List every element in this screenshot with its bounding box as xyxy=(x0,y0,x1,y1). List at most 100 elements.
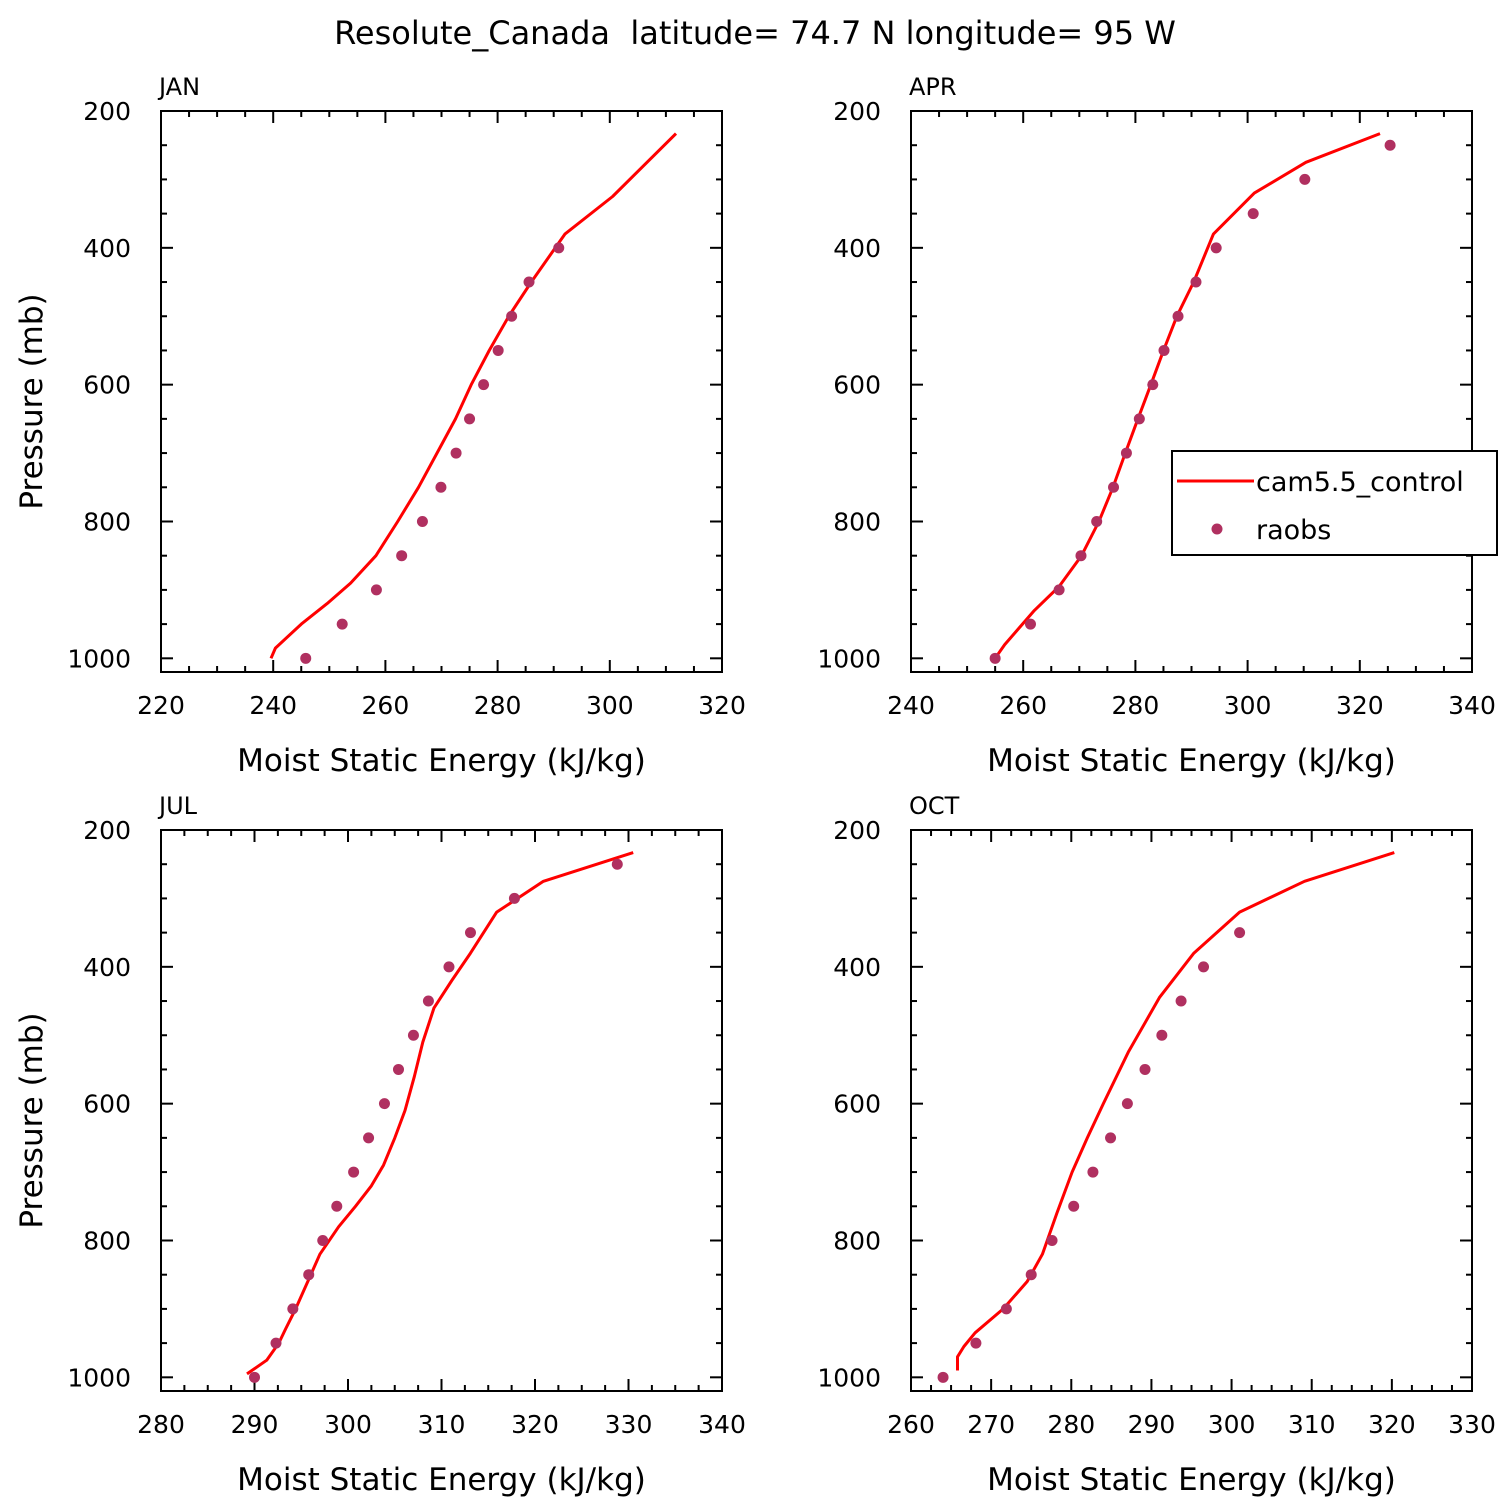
model-line xyxy=(269,132,678,659)
panel-label: APR xyxy=(909,73,957,101)
plot-frame xyxy=(910,110,1473,673)
x-tick-label: 310 xyxy=(1288,1410,1336,1439)
raobs-point xyxy=(416,515,428,527)
raobs-point xyxy=(1156,1029,1168,1041)
y-axis-title: Pressure (mb) xyxy=(14,1012,50,1228)
x-tick-label: 330 xyxy=(605,1410,653,1439)
y-tick-label: 400 xyxy=(83,234,131,263)
y-tick-label: 600 xyxy=(833,1090,881,1119)
raobs-point xyxy=(1000,1303,1012,1315)
raobs-point xyxy=(336,618,348,630)
panel-apr: APR 240 260 280 300 320 340 200 400 600 800 1000 Moi… xyxy=(817,73,1495,779)
legend-marker-swatch xyxy=(1211,523,1223,535)
x-tick-label: 260 xyxy=(362,691,410,720)
x-tick-label: 300 xyxy=(1224,691,1272,720)
raobs-point xyxy=(317,1234,329,1246)
raobs-point xyxy=(392,1063,404,1075)
y-tick-label: 600 xyxy=(833,371,881,400)
raobs-point xyxy=(1384,139,1396,151)
raobs-point xyxy=(1175,995,1187,1007)
x-axis-title: Moist Static Energy (kJ/kg) xyxy=(987,743,1396,779)
raobs-point xyxy=(1234,927,1246,939)
raobs-point xyxy=(1172,310,1184,322)
x-tick-label: 320 xyxy=(1336,691,1384,720)
x-tick-label: 280 xyxy=(1047,1410,1095,1439)
legend-label-raobs: raobs xyxy=(1256,515,1331,546)
raobs-point xyxy=(363,1132,375,1144)
x-tick-label: 320 xyxy=(511,1410,559,1439)
plot-frame xyxy=(160,829,723,1392)
raobs-point xyxy=(1158,344,1170,356)
raobs-point xyxy=(1139,1063,1151,1075)
x-tick-label: 260 xyxy=(887,1410,935,1439)
y-tick-label: 800 xyxy=(833,1226,881,1255)
raobs-point xyxy=(1091,515,1103,527)
y-tick-label: 400 xyxy=(833,953,881,982)
raobs-point xyxy=(506,310,518,322)
x-tick-label: 280 xyxy=(1112,691,1160,720)
y-tick-label: 200 xyxy=(833,816,881,845)
x-tick-label: 290 xyxy=(1128,1410,1176,1439)
x-tick-label: 270 xyxy=(967,1410,1015,1439)
x-tick-label: 340 xyxy=(1448,691,1496,720)
y-axis-title: Pressure (mb) xyxy=(14,293,50,509)
legend-label-model: cam5.5_control xyxy=(1256,467,1464,498)
raobs-point xyxy=(396,550,408,562)
figure-title: Resolute_Canada latitude= 74.7 N longitu… xyxy=(334,14,1176,52)
y-tick-label: 200 xyxy=(83,97,131,126)
x-tick-label: 300 xyxy=(324,1410,372,1439)
raobs-point xyxy=(435,481,447,493)
raobs-point xyxy=(1121,1098,1133,1110)
x-tick-label: 260 xyxy=(999,691,1047,720)
raobs-point xyxy=(270,1337,282,1349)
model-line xyxy=(993,132,1381,660)
raobs-point xyxy=(523,276,535,288)
y-tick-label: 800 xyxy=(83,1226,131,1255)
raobs-point xyxy=(937,1371,949,1383)
y-tick-label: 200 xyxy=(83,816,131,845)
raobs-point xyxy=(1299,173,1311,185)
raobs-point xyxy=(1087,1166,1099,1178)
raobs-point xyxy=(249,1371,260,1383)
raobs-point xyxy=(508,892,520,904)
panel-oct: OCT 260 270 280 290 300 310 320 330 200 400 600 800 1… xyxy=(817,792,1495,1498)
x-tick-label: 330 xyxy=(1448,1410,1496,1439)
raobs-point xyxy=(1133,413,1145,425)
x-tick-label: 240 xyxy=(249,691,297,720)
raobs-point xyxy=(370,584,382,596)
x-tick-label: 300 xyxy=(586,691,634,720)
y-tick-label: 200 xyxy=(833,97,881,126)
x-tick-label: 280 xyxy=(137,1410,185,1439)
x-tick-label: 240 xyxy=(887,691,935,720)
x-axis-title: Moist Static Energy (kJ/kg) xyxy=(237,1462,646,1498)
model-line xyxy=(246,851,634,1376)
x-tick-label: 300 xyxy=(1208,1410,1256,1439)
raobs-point xyxy=(1024,618,1036,630)
x-tick-label: 320 xyxy=(1368,1410,1416,1439)
raobs-point xyxy=(1198,961,1210,973)
x-tick-label: 320 xyxy=(698,691,746,720)
x-tick-label: 340 xyxy=(698,1410,746,1439)
raobs-point xyxy=(1190,276,1202,288)
raobs-point xyxy=(970,1337,982,1349)
raobs-point xyxy=(331,1200,343,1212)
raobs-point xyxy=(1053,584,1065,596)
panel-jan: JAN 220 240 260 280 300 320 200 400 600 800 1000 Moi… xyxy=(14,73,746,779)
panel-label: JAN xyxy=(157,73,200,101)
raobs-point xyxy=(450,447,462,459)
raobs-point xyxy=(553,242,565,254)
y-tick-label: 800 xyxy=(833,507,881,536)
plot-frame xyxy=(910,829,1473,1392)
panel-label: JUL xyxy=(157,792,198,820)
raobs-point xyxy=(1210,242,1222,254)
y-tick-label: 400 xyxy=(833,234,881,263)
x-tick-label: 220 xyxy=(137,691,185,720)
x-tick-label: 280 xyxy=(474,691,522,720)
plot-frame xyxy=(160,110,723,673)
legend-box xyxy=(1171,450,1498,556)
raobs-point xyxy=(407,1029,419,1041)
x-tick-label: 310 xyxy=(418,1410,466,1439)
raobs-point xyxy=(464,927,476,939)
